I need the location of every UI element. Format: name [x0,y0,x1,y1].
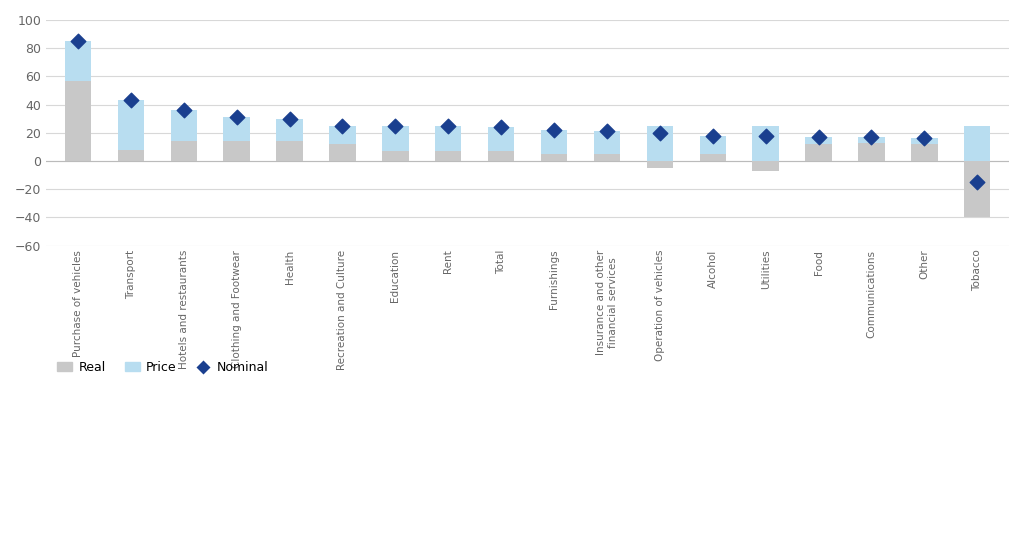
Bar [699,136,726,154]
Bar [541,154,567,161]
Point [387,122,403,130]
Point [758,131,774,140]
Bar [330,144,355,161]
Bar [541,130,567,154]
Bar [646,161,673,168]
Bar [330,126,355,144]
Bar [171,141,197,161]
Point [810,133,826,141]
Bar [964,161,990,217]
Point [916,134,933,143]
Bar [118,101,144,150]
Bar [858,137,885,143]
Bar [753,126,779,161]
Bar [171,110,197,141]
Bar [911,138,938,144]
Point [651,129,668,137]
Bar [858,143,885,161]
Bar [646,126,673,161]
Bar [276,141,303,161]
Bar [594,154,621,161]
Bar [488,127,514,151]
Point [599,127,615,136]
Bar [594,131,621,154]
Point [70,37,86,45]
Bar [964,126,990,161]
Bar [435,126,462,151]
Point [440,122,457,130]
Bar [435,151,462,161]
Bar [223,117,250,141]
Bar [488,151,514,161]
Point [493,123,509,131]
Bar [382,126,409,151]
Bar [65,81,91,161]
Bar [753,161,779,171]
Point [969,178,985,186]
Bar [382,151,409,161]
Bar [805,144,831,161]
Point [863,133,880,141]
Bar [805,137,831,144]
Point [546,126,562,134]
Point [228,113,245,122]
Bar [699,154,726,161]
Bar [911,144,938,161]
Point [123,96,139,105]
Point [334,122,350,130]
Bar [223,141,250,161]
Bar [276,119,303,141]
Bar [65,41,91,81]
Bar [118,150,144,161]
Legend: Real, Price, Nominal: Real, Price, Nominal [52,356,273,379]
Point [282,115,298,123]
Point [705,131,721,140]
Point [175,106,191,115]
